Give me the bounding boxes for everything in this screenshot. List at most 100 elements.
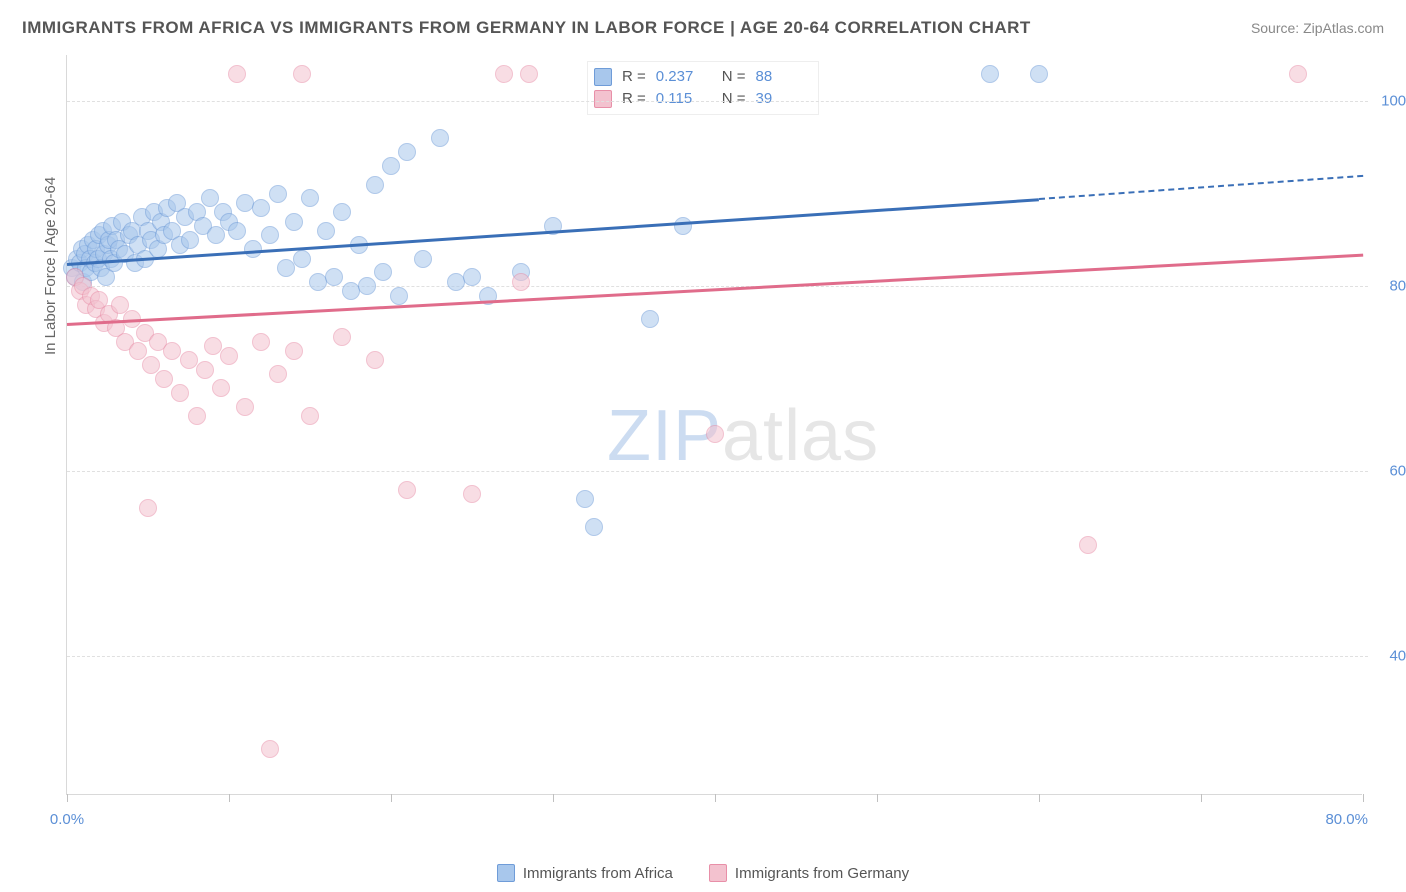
data-point-africa <box>641 310 659 328</box>
data-point-africa <box>228 222 246 240</box>
data-point-germany <box>269 365 287 383</box>
data-point-germany <box>301 407 319 425</box>
x-tick-label: 0.0% <box>50 811 84 828</box>
data-point-germany <box>204 337 222 355</box>
data-point-germany <box>171 384 189 402</box>
legend-item: Immigrants from Germany <box>709 864 909 882</box>
watermark-zip: ZIP <box>607 396 722 476</box>
y-tick-label: 40.0% <box>1389 648 1406 665</box>
watermark: ZIPatlas <box>607 395 879 477</box>
data-point-germany <box>706 425 724 443</box>
data-point-africa <box>374 263 392 281</box>
data-point-africa <box>1030 65 1048 83</box>
gridline <box>67 101 1368 102</box>
data-point-africa <box>207 226 225 244</box>
data-point-africa <box>301 189 319 207</box>
x-tick <box>1363 794 1364 802</box>
data-point-germany <box>163 342 181 360</box>
data-point-germany <box>261 740 279 758</box>
data-point-germany <box>495 65 513 83</box>
x-tick <box>877 794 878 802</box>
data-point-africa <box>414 250 432 268</box>
legend-swatch <box>709 864 727 882</box>
data-point-africa <box>333 203 351 221</box>
data-point-africa <box>236 194 254 212</box>
data-point-germany <box>1079 536 1097 554</box>
y-tick-label: 60.0% <box>1389 463 1406 480</box>
r-value: 0.237 <box>656 66 712 88</box>
gridline <box>67 656 1368 657</box>
n-label: N = <box>722 88 746 110</box>
gridline <box>67 286 1368 287</box>
legend-label: Immigrants from Germany <box>735 865 909 882</box>
data-point-germany <box>333 328 351 346</box>
n-value: 88 <box>756 66 812 88</box>
data-point-africa <box>576 490 594 508</box>
data-point-africa <box>261 226 279 244</box>
data-point-africa <box>325 268 343 286</box>
data-point-germany <box>520 65 538 83</box>
trendline <box>1039 175 1363 200</box>
data-point-germany <box>188 407 206 425</box>
gridline <box>67 471 1368 472</box>
data-point-germany <box>196 361 214 379</box>
x-tick <box>553 794 554 802</box>
data-point-africa <box>431 129 449 147</box>
y-axis-title: In Labor Force | Age 20-64 <box>42 177 59 355</box>
data-point-africa <box>674 217 692 235</box>
x-tick <box>1201 794 1202 802</box>
stat-legend-box: R = 0.237 N = 88 R = 0.115 N = 39 <box>587 61 819 115</box>
data-point-germany <box>139 499 157 517</box>
chart-title: IMMIGRANTS FROM AFRICA VS IMMIGRANTS FRO… <box>22 18 1031 38</box>
data-point-germany <box>463 485 481 503</box>
data-point-africa <box>382 157 400 175</box>
bottom-legend: Immigrants from Africa Immigrants from Ge… <box>0 864 1406 886</box>
data-point-africa <box>181 231 199 249</box>
stat-row: R = 0.115 N = 39 <box>594 88 812 110</box>
x-tick <box>229 794 230 802</box>
n-label: N = <box>722 66 746 88</box>
legend-swatch <box>594 68 612 86</box>
legend-swatch <box>594 90 612 108</box>
data-point-germany <box>366 351 384 369</box>
data-point-africa <box>277 259 295 277</box>
watermark-atlas: atlas <box>722 396 879 476</box>
data-point-germany <box>285 342 303 360</box>
x-tick <box>1039 794 1040 802</box>
y-tick-label: 100.0% <box>1381 93 1406 110</box>
x-tick-label: 80.0% <box>1325 811 1368 828</box>
data-point-africa <box>317 222 335 240</box>
data-point-germany <box>293 65 311 83</box>
data-point-germany <box>220 347 238 365</box>
data-point-africa <box>358 277 376 295</box>
data-point-africa <box>398 143 416 161</box>
r-value: 0.115 <box>656 88 712 110</box>
data-point-germany <box>180 351 198 369</box>
data-point-germany <box>236 398 254 416</box>
data-point-africa <box>293 250 311 268</box>
data-point-africa <box>285 213 303 231</box>
plot-area: ZIPatlas R =0.237N =88R = 0.115N =39 40.… <box>66 55 1362 795</box>
data-point-africa <box>981 65 999 83</box>
data-point-germany <box>512 273 530 291</box>
data-point-africa <box>252 199 270 217</box>
x-tick <box>67 794 68 802</box>
data-point-africa <box>390 287 408 305</box>
data-point-africa <box>366 176 384 194</box>
r-label: R = <box>622 88 646 110</box>
trendline <box>67 254 1363 326</box>
data-point-africa <box>463 268 481 286</box>
data-point-africa <box>269 185 287 203</box>
y-tick-label: 80.0% <box>1389 278 1406 295</box>
legend-label: Immigrants from Africa <box>523 865 673 882</box>
data-point-africa <box>585 518 603 536</box>
legend-swatch <box>497 864 515 882</box>
data-point-germany <box>1289 65 1307 83</box>
chart-container: In Labor Force | Age 20-64 ZIPatlas R = 0… <box>44 55 1384 815</box>
stat-row: R = 0.237 N = 88 <box>594 66 812 88</box>
r-label: R = <box>622 66 646 88</box>
data-point-germany <box>252 333 270 351</box>
source-label: Source: ZipAtlas.com <box>1251 20 1384 36</box>
data-point-germany <box>212 379 230 397</box>
n-value: 39 <box>756 88 812 110</box>
